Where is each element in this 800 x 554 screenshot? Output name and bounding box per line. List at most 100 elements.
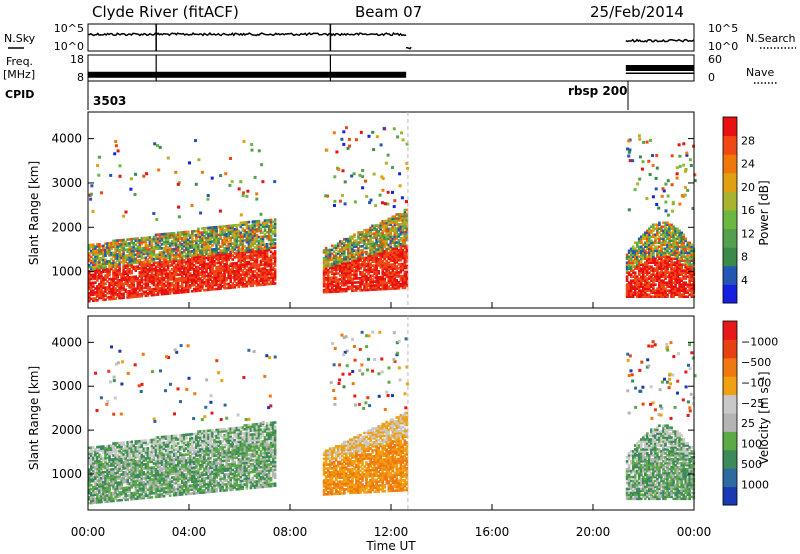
heatmap-cell xyxy=(96,291,99,294)
heatmap-cell xyxy=(405,232,409,236)
heatmap-cell xyxy=(631,265,635,268)
heatmap-cell xyxy=(201,257,204,260)
heatmap-cell xyxy=(178,289,182,292)
heatmap-cell xyxy=(391,215,395,218)
heatmap-cell xyxy=(88,273,91,277)
heatmap-cell xyxy=(249,258,253,262)
heatmap-cell xyxy=(130,253,133,257)
heatmap-cell xyxy=(235,261,239,265)
heatmap-cell xyxy=(249,284,253,288)
heatmap-cell xyxy=(221,245,224,248)
heatmap-cell xyxy=(399,217,403,220)
heatmap-cell xyxy=(363,240,366,244)
heatmap-cell xyxy=(690,247,694,251)
heatmap-cell xyxy=(674,255,677,259)
heatmap-cell xyxy=(633,289,637,292)
heatmap-cell xyxy=(191,254,194,257)
heatmap-cell xyxy=(678,261,681,264)
heatmap-cell xyxy=(684,295,687,298)
heatmap-cell xyxy=(660,279,663,282)
heatmap-cell xyxy=(259,223,263,227)
heatmap-cell xyxy=(174,243,178,247)
heatmap-cell xyxy=(237,263,241,267)
heatmap-cell xyxy=(241,259,245,262)
heatmap-cell xyxy=(104,274,107,277)
heatmap-cell xyxy=(265,263,269,266)
heatmap-cell xyxy=(253,240,257,243)
heatmap-cell xyxy=(401,216,405,220)
heatmap-cell xyxy=(253,280,257,283)
heatmap-cell xyxy=(395,253,399,256)
heatmap-cell xyxy=(334,284,338,287)
heatmap-cell xyxy=(211,244,214,247)
heatmap-cell xyxy=(90,273,93,277)
heatmap-cell xyxy=(656,223,659,227)
heatmap-cell xyxy=(398,172,402,176)
heatmap-cell xyxy=(345,263,348,267)
heatmap-cell xyxy=(225,282,228,286)
heatmap-cell xyxy=(349,235,352,239)
heatmap-cell xyxy=(644,295,647,298)
heatmap-cell xyxy=(241,279,245,282)
heatmap-cell xyxy=(180,259,184,262)
heatmap-cell xyxy=(650,229,653,233)
heatmap-cell xyxy=(180,253,184,256)
heatmap-cell xyxy=(259,231,263,235)
heatmap-cell xyxy=(399,223,403,226)
heatmap-cell xyxy=(369,244,372,248)
heatmap-cell xyxy=(395,267,399,270)
heatmap-cell xyxy=(108,490,111,493)
heatmap-cell xyxy=(377,272,380,275)
heatmap-cell xyxy=(684,255,687,259)
heatmap-cell xyxy=(259,267,263,271)
heatmap-cell xyxy=(369,228,372,232)
heatmap-cell xyxy=(156,239,160,242)
heatmap-cell xyxy=(231,236,234,239)
heatmap-cell xyxy=(367,254,370,258)
heatmap-cell xyxy=(373,250,376,253)
heatmap-cell xyxy=(322,261,326,264)
heatmap-cell xyxy=(330,284,334,288)
heatmap-cell xyxy=(197,269,200,273)
heatmap-cell xyxy=(122,274,125,278)
heatmap-cell xyxy=(387,237,391,241)
heatmap-cell xyxy=(351,259,354,263)
heatmap-cell xyxy=(90,476,93,479)
heatmap-cell xyxy=(247,278,251,282)
heatmap-cell xyxy=(94,459,97,463)
heatmap-cell xyxy=(259,245,263,249)
heatmap-cell xyxy=(118,281,121,284)
heatmap-cell xyxy=(100,445,103,448)
heatmap-cell xyxy=(401,242,405,246)
heatmap-cell xyxy=(178,249,182,252)
heatmap-cell xyxy=(672,293,675,296)
heatmap-cell xyxy=(640,259,643,262)
heatmap-cell xyxy=(154,265,158,269)
heatmap-cell xyxy=(381,220,384,223)
heatmap-cell xyxy=(180,261,184,264)
heatmap-cell xyxy=(195,229,198,233)
heatmap-cell xyxy=(656,289,659,292)
heatmap-cell xyxy=(253,232,257,235)
heatmap-cell xyxy=(347,273,350,277)
heatmap-cell xyxy=(209,276,212,279)
heatmap-cell xyxy=(674,293,677,296)
heatmap-cell xyxy=(349,237,352,241)
heatmap-cell xyxy=(156,273,160,276)
heatmap-cell xyxy=(324,258,328,262)
heatmap-cell xyxy=(140,262,144,266)
heatmap-cell xyxy=(405,222,409,226)
heatmap-cell xyxy=(351,257,354,261)
heatmap-cell xyxy=(112,277,115,281)
heatmap-cell xyxy=(142,260,146,264)
heatmap-cell xyxy=(660,255,663,259)
heatmap-cell xyxy=(257,245,261,249)
heatmap-cell xyxy=(174,239,178,243)
heatmap-cell xyxy=(393,233,397,236)
heatmap-cell xyxy=(393,277,397,280)
heatmap-cell xyxy=(347,239,350,243)
heatmap-cell xyxy=(235,231,239,235)
heatmap-cell xyxy=(330,280,334,284)
heatmap-cell xyxy=(209,288,212,291)
heatmap-cell xyxy=(193,279,196,283)
